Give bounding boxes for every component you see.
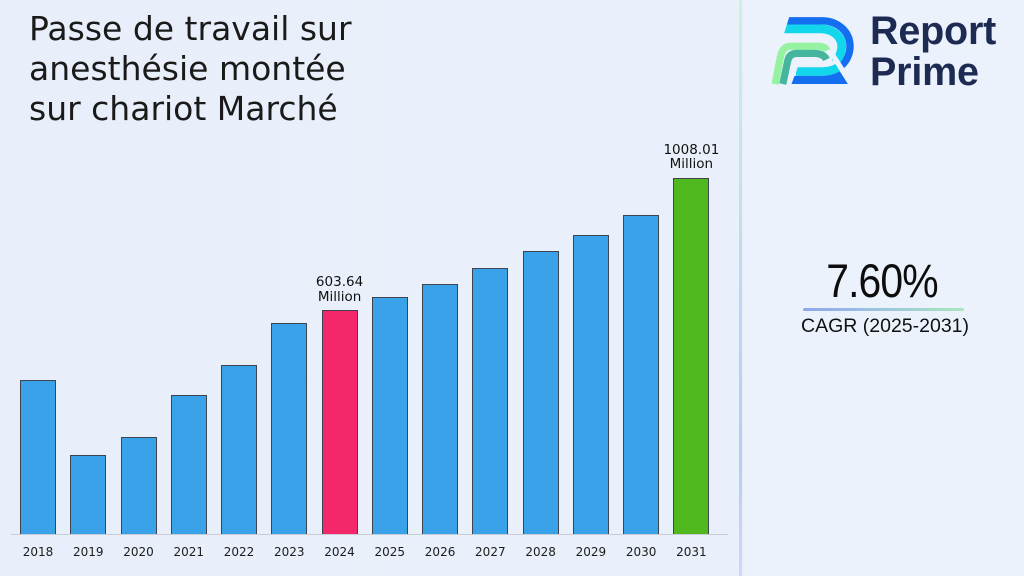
cagr-underline xyxy=(803,308,964,311)
x-tick-2021: 2021 xyxy=(173,545,205,559)
bar-2026 xyxy=(422,283,459,534)
x-tick-2028: 2028 xyxy=(525,545,556,559)
value-label-2031: 1008.01 Million xyxy=(663,141,720,173)
x-tick-2029: 2029 xyxy=(575,545,607,559)
bar-2029 xyxy=(572,235,609,534)
bar-2021 xyxy=(170,394,207,534)
chart-title-line2: anesthésie montée xyxy=(29,48,346,88)
logo-brand-line1: Report xyxy=(870,9,997,54)
bar-2022 xyxy=(221,365,258,534)
chart-title-line1: Passe de travail sur xyxy=(29,8,352,48)
logo-brand-line2: Prime xyxy=(870,49,979,94)
x-tick-2030: 2030 xyxy=(625,545,657,559)
chart-title-line3: sur chariot Marché xyxy=(29,88,338,128)
cagr-caption: CAGR (2025-2031) xyxy=(801,314,969,337)
x-tick-2019: 2019 xyxy=(72,545,104,559)
bar-2027 xyxy=(472,267,509,534)
report-prime-logo-icon xyxy=(771,13,854,85)
bar-chart: 2018 2019 2020 2021 2022 2023 2024 2025 2026 2027… xyxy=(11,141,728,559)
bar-2024 xyxy=(321,310,358,534)
bar-2018 xyxy=(20,379,56,534)
bar-2025 xyxy=(371,297,408,534)
x-tick-2027: 2027 xyxy=(475,545,506,559)
report-prime-logo-text: Report Prime xyxy=(870,11,996,92)
bar-2019 xyxy=(70,455,107,534)
x-tick-2018: 2018 xyxy=(22,545,54,559)
x-tick-2031: 2031 xyxy=(676,545,707,559)
vertical-separator xyxy=(739,0,742,576)
chart-title: Passe de travail sur anesthésie montée s… xyxy=(29,9,352,129)
bar-2030 xyxy=(623,214,660,534)
report-prime-logo: Report Prime xyxy=(770,11,996,92)
value-label-2024: 603.64 Million xyxy=(315,274,364,305)
x-tick-2024: 2024 xyxy=(324,545,355,559)
bar-2020 xyxy=(120,437,157,534)
x-tick-2020: 2020 xyxy=(123,545,154,559)
x-tick-2023: 2023 xyxy=(274,545,305,559)
bar-2031 xyxy=(673,177,710,534)
bar-2023 xyxy=(271,322,308,534)
x-axis-baseline xyxy=(11,534,728,535)
x-tick-2022: 2022 xyxy=(223,545,255,559)
x-tick-2025: 2025 xyxy=(374,545,406,559)
x-tick-2026: 2026 xyxy=(424,545,456,559)
cagr-value: 7.60% xyxy=(826,254,938,307)
bar-2028 xyxy=(522,250,559,534)
